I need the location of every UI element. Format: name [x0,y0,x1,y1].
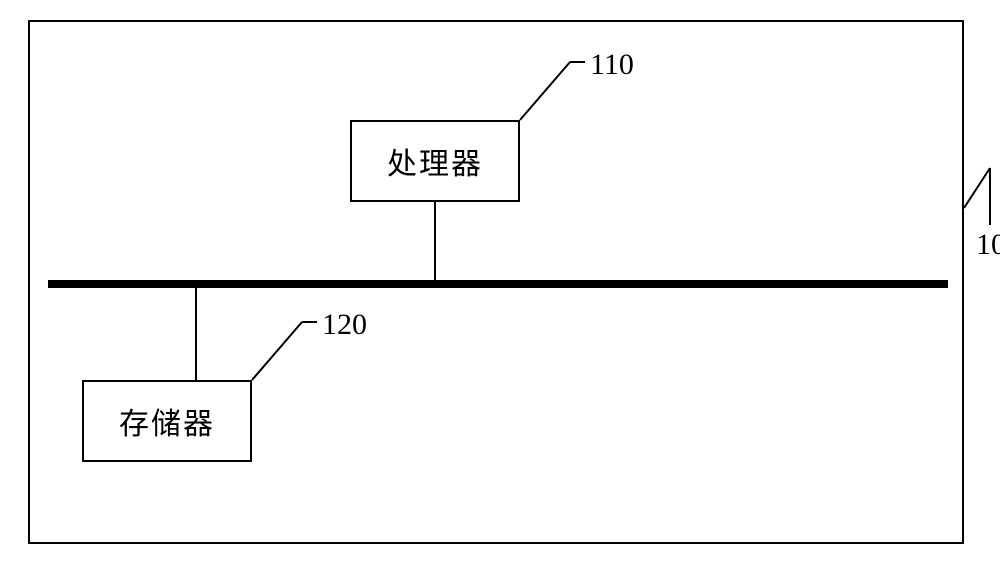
memory-label: 存储器 [119,399,215,443]
processor-connector [434,202,436,280]
memory-ref-label: 120 [322,308,367,342]
processor-label: 处理器 [387,139,483,183]
memory-block: 存储器 [82,380,252,462]
processor-ref-label: 110 [590,48,634,82]
processor-block: 处理器 [350,120,520,202]
bus-line [48,280,948,288]
memory-connector [195,288,197,380]
container-ref-label: 10 [976,228,1000,262]
